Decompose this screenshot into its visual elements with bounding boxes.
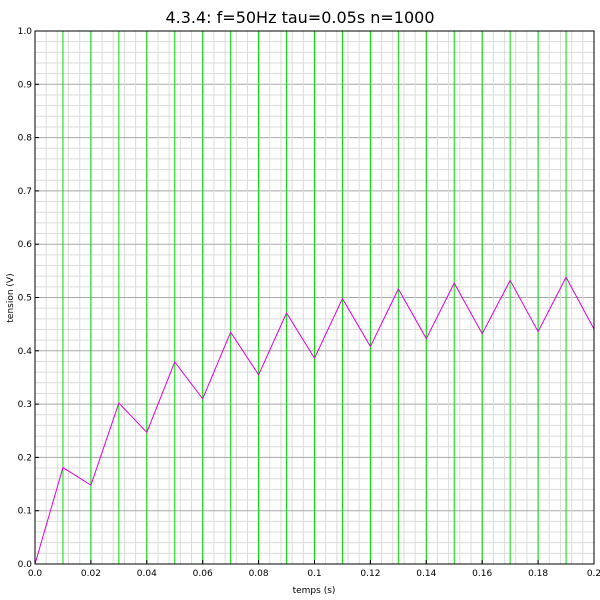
series-line-2 bbox=[34, 276, 595, 565]
x-tick-label: 0.14 bbox=[416, 569, 436, 579]
x-tick-label: 0.04 bbox=[137, 569, 157, 579]
y-tick-label: 0.5 bbox=[18, 294, 32, 304]
y-tick-label: 0.8 bbox=[18, 134, 33, 144]
x-tick-label: 0.16 bbox=[472, 569, 492, 579]
x-tick-label: 0.2 bbox=[587, 569, 600, 579]
y-tick-label: 0.7 bbox=[18, 187, 32, 197]
y-axis-label: tension (V) bbox=[6, 273, 16, 322]
x-tick-label: 0.1 bbox=[307, 569, 321, 579]
series-line-1 bbox=[34, 30, 594, 565]
y-tick-label: 0.2 bbox=[18, 453, 32, 463]
x-tick-label: 0.0 bbox=[28, 569, 43, 579]
x-axis-label: temps (s) bbox=[293, 586, 336, 596]
y-tick-label: 0.6 bbox=[18, 240, 33, 250]
y-tick-label: 1.0 bbox=[18, 27, 33, 37]
y-tick-label: 0.9 bbox=[18, 80, 33, 90]
chart-title: 4.3.4: f=50Hz tau=0.05s n=1000 bbox=[165, 8, 434, 27]
ticks: 0.0 0.02 0.04 0.06 0.08 0.1 0.12 0.14 0.16 0.18 0.… bbox=[18, 27, 600, 579]
x-tick-label: 0.02 bbox=[81, 569, 101, 579]
y-tick-label: 0.0 bbox=[18, 560, 33, 570]
x-tick-label: 0.06 bbox=[193, 569, 213, 579]
y-tick-label: 0.3 bbox=[18, 400, 32, 410]
x-tick-label: 0.12 bbox=[360, 569, 380, 579]
y-tick-label: 0.4 bbox=[18, 347, 33, 357]
series-layer bbox=[34, 30, 595, 565]
x-tick-label: 0.18 bbox=[528, 569, 548, 579]
y-tick-label: 0.1 bbox=[18, 507, 32, 517]
x-tick-label: 0.08 bbox=[249, 569, 269, 579]
